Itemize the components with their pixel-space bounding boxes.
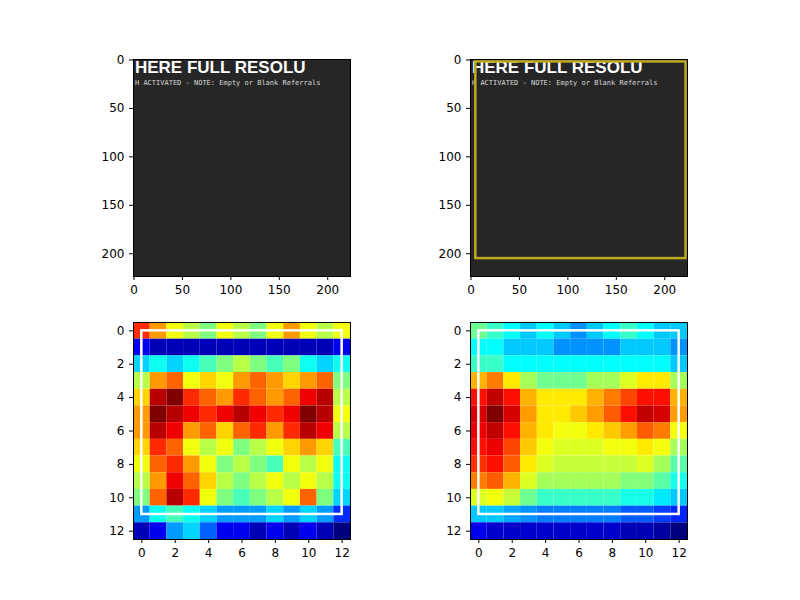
svg-text:4: 4 <box>454 390 462 404</box>
svg-text:10: 10 <box>638 546 653 560</box>
svg-text:10: 10 <box>301 546 316 560</box>
svg-text:4: 4 <box>117 390 125 404</box>
svg-text:50: 50 <box>109 101 124 115</box>
svg-text:150: 150 <box>268 283 291 297</box>
svg-text:12: 12 <box>109 524 124 538</box>
svg-text:10: 10 <box>109 491 124 505</box>
svg-text:H ACTIVATED - NOTE: Empty or B: H ACTIVATED - NOTE: Empty or Blank Refer… <box>472 79 657 87</box>
svg-text:HERE FULL RESOLU: HERE FULL RESOLU <box>135 58 306 77</box>
svg-text:200: 200 <box>653 283 676 297</box>
svg-text:6: 6 <box>454 424 462 438</box>
svg-text:150: 150 <box>605 283 628 297</box>
svg-text:0: 0 <box>138 546 146 560</box>
svg-text:2: 2 <box>508 546 516 560</box>
svg-text:100: 100 <box>439 150 462 164</box>
svg-text:200: 200 <box>102 247 125 261</box>
svg-text:6: 6 <box>575 546 583 560</box>
svg-text:4: 4 <box>542 546 550 560</box>
svg-text:0: 0 <box>475 546 483 560</box>
svg-text:0: 0 <box>117 324 125 338</box>
svg-text:H ACTIVATED - NOTE: Empty or B: H ACTIVATED - NOTE: Empty or Blank Refer… <box>135 79 320 87</box>
svg-text:100: 100 <box>102 150 125 164</box>
svg-text:12: 12 <box>446 524 461 538</box>
svg-text:100: 100 <box>219 283 242 297</box>
svg-text:8: 8 <box>117 457 125 471</box>
svg-text:8: 8 <box>272 546 280 560</box>
svg-text:8: 8 <box>609 546 617 560</box>
svg-text:10: 10 <box>446 491 461 505</box>
svg-text:150: 150 <box>439 198 462 212</box>
svg-text:12: 12 <box>672 546 687 560</box>
svg-text:0: 0 <box>467 283 475 297</box>
svg-text:6: 6 <box>117 424 125 438</box>
svg-text:0: 0 <box>454 53 462 67</box>
svg-text:0: 0 <box>130 283 138 297</box>
svg-text:2: 2 <box>171 546 179 560</box>
svg-text:HERE FULL RESOLU: HERE FULL RESOLU <box>472 58 643 78</box>
svg-text:50: 50 <box>512 283 527 297</box>
svg-text:2: 2 <box>454 357 462 371</box>
svg-text:6: 6 <box>238 546 246 560</box>
svg-text:50: 50 <box>175 283 190 297</box>
svg-text:4: 4 <box>205 546 213 560</box>
svg-text:0: 0 <box>117 53 125 67</box>
svg-text:200: 200 <box>439 247 462 261</box>
svg-text:100: 100 <box>556 283 579 297</box>
svg-text:2: 2 <box>117 357 125 371</box>
svg-text:200: 200 <box>316 283 339 297</box>
svg-text:8: 8 <box>454 457 462 471</box>
svg-text:50: 50 <box>446 101 461 115</box>
svg-text:12: 12 <box>335 546 350 560</box>
svg-text:150: 150 <box>102 198 125 212</box>
svg-text:0: 0 <box>454 324 462 338</box>
